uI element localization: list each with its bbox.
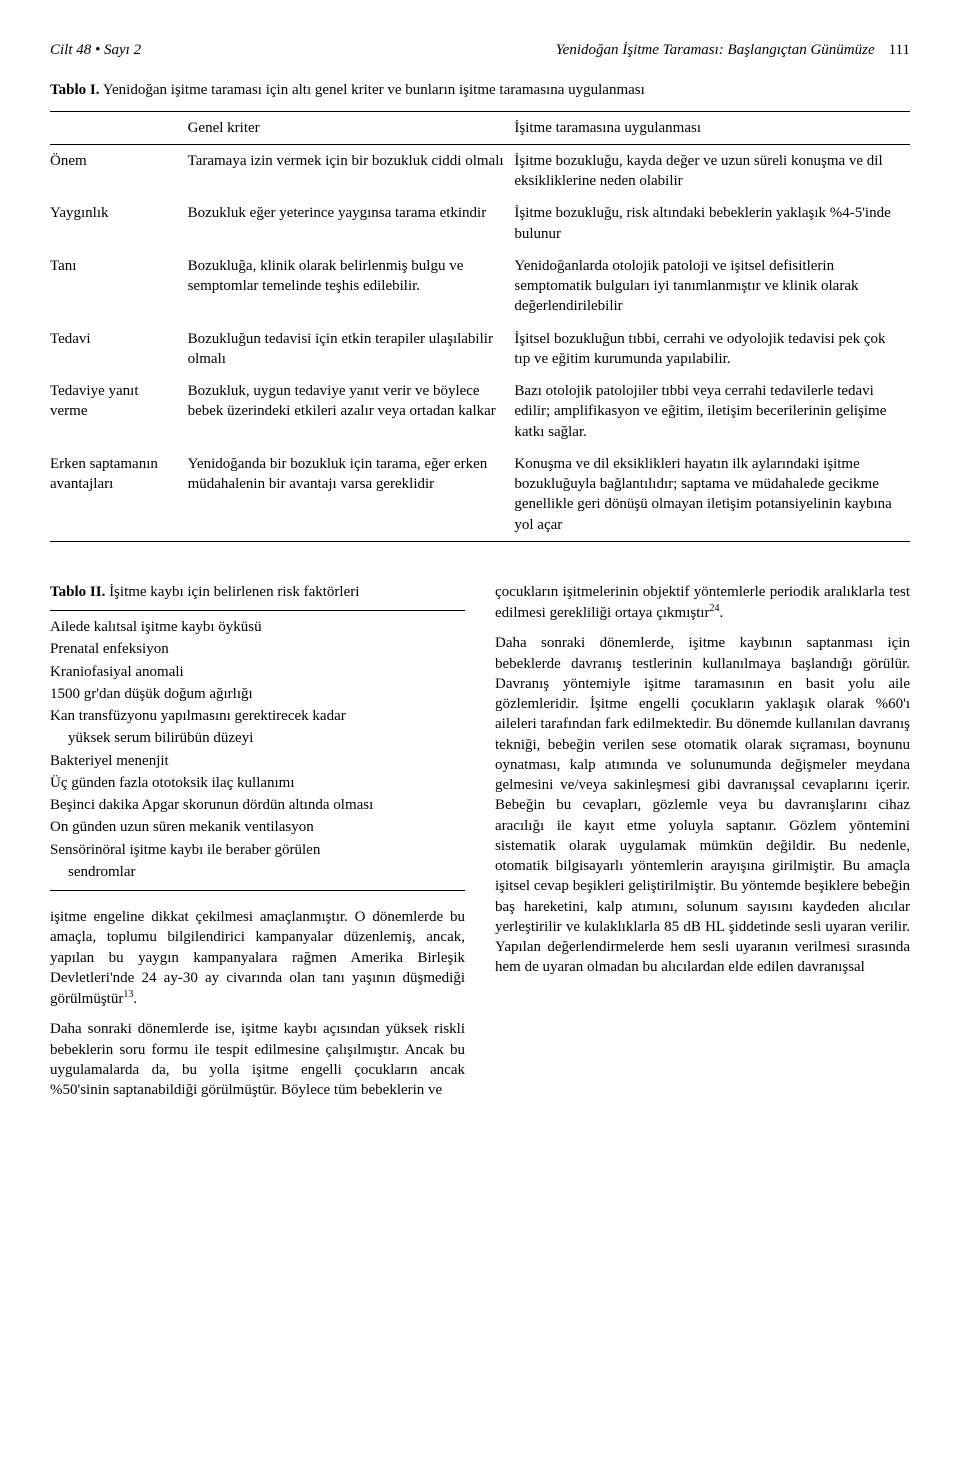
ref-24: 24 xyxy=(710,603,720,614)
table-cell: Tedaviye yanıt verme xyxy=(50,375,188,448)
table-cell: Bozukluk, uygun tedaviye yanıt verir ve … xyxy=(188,375,515,448)
list-item: yüksek serum bilirübün düzeyi xyxy=(50,728,465,748)
table-cell: Erken saptamanın avantajları xyxy=(50,448,188,542)
left-para-1: işitme engeline dikkat çekilmesi amaçlan… xyxy=(50,907,465,1009)
ref-13: 13 xyxy=(123,989,133,1000)
left-para-2: Daha sonraki dönemlerde ise, işitme kayb… xyxy=(50,1019,465,1100)
list-item: Kraniofasiyal anomali xyxy=(50,662,465,682)
table1-label: Tablo I. xyxy=(50,82,99,98)
page-number: 111 xyxy=(889,40,910,60)
list-item: Sensörinöral işitme kaybı ile beraber gö… xyxy=(50,840,465,860)
table-cell: İşitme bozukluğu, kayda değer ve uzun sü… xyxy=(514,144,910,197)
list-item: Kan transfüzyonu yapılmasını gerektirece… xyxy=(50,706,465,726)
table-cell: Bozukluk eğer yeterince yaygınsa tarama … xyxy=(188,197,515,250)
table1-head-col2: İşitme taramasına uygulanması xyxy=(514,111,910,144)
list-item: Üç günden fazla ototoksik ilaç kullanımı xyxy=(50,773,465,793)
table-cell: Bazı otolojik patolojiler tıbbi veya cer… xyxy=(514,375,910,448)
right-para-1: çocukların işitmelerinin objektif yöntem… xyxy=(495,582,910,624)
header-title: Yenidoğan İşitme Taraması: Başlangıçtan … xyxy=(556,40,875,60)
table-cell: Yenidoğanlarda otolojik patoloji ve işit… xyxy=(514,250,910,323)
right-para-2: Daha sonraki dönemlerde, işitme kaybının… xyxy=(495,633,910,977)
table-cell: Önem xyxy=(50,144,188,197)
list-item: On günden uzun süren mekanik ventilasyon xyxy=(50,817,465,837)
table1-head-empty xyxy=(50,111,188,144)
table-cell: Taramaya izin vermek için bir bozukluk c… xyxy=(188,144,515,197)
header-left: Cilt 48 • Sayı 2 xyxy=(50,40,141,60)
list-item: Prenatal enfeksiyon xyxy=(50,639,465,659)
table2-box: Ailede kalıtsal işitme kaybı öyküsüPrena… xyxy=(50,610,465,891)
list-item: sendromlar xyxy=(50,862,465,882)
table2-caption: Tablo II. İşitme kaybı için belirlenen r… xyxy=(50,582,465,602)
table2-caption-text: İşitme kaybı için belirlenen risk faktör… xyxy=(109,584,359,600)
table-cell: Bozukluğun tedavisi için etkin terapiler… xyxy=(188,323,515,376)
table-cell: Yaygınlık xyxy=(50,197,188,250)
table2-label: Tablo II. xyxy=(50,584,105,600)
table-row: ÖnemTaramaya izin vermek için bir bozukl… xyxy=(50,144,910,197)
table1-caption: Tablo I. Yenidoğan işitme taraması için … xyxy=(50,80,910,100)
table-row: TedaviBozukluğun tedavisi için etkin ter… xyxy=(50,323,910,376)
table-row: Tedaviye yanıt vermeBozukluk, uygun teda… xyxy=(50,375,910,448)
table-cell: İşitsel bozukluğun tıbbi, cerrahi ve ody… xyxy=(514,323,910,376)
table-cell: Bozukluğa, klinik olarak belirlenmiş bul… xyxy=(188,250,515,323)
list-item: Ailede kalıtsal işitme kaybı öyküsü xyxy=(50,617,465,637)
table-row: YaygınlıkBozukluk eğer yeterince yaygıns… xyxy=(50,197,910,250)
table-row: Erken saptamanın avantajlarıYenidoğanda … xyxy=(50,448,910,542)
table-row: TanıBozukluğa, klinik olarak belirlenmiş… xyxy=(50,250,910,323)
left-column: Tablo II. İşitme kaybı için belirlenen r… xyxy=(50,582,465,1111)
table-cell: Tanı xyxy=(50,250,188,323)
table1-head-col1: Genel kriter xyxy=(188,111,515,144)
table1: Genel kriter İşitme taramasına uygulanma… xyxy=(50,111,910,542)
table1-caption-text: Yenidoğan işitme taraması için altı gene… xyxy=(103,82,645,98)
table-cell: İşitme bozukluğu, risk altındaki bebekle… xyxy=(514,197,910,250)
table-cell: Tedavi xyxy=(50,323,188,376)
list-item: Bakteriyel menenjit xyxy=(50,751,465,771)
page-header: Cilt 48 • Sayı 2 Yenidoğan İşitme Tarama… xyxy=(50,40,910,60)
list-item: Beşinci dakika Apgar skorunun dördün alt… xyxy=(50,795,465,815)
table-cell: Yenidoğanda bir bozukluk için tarama, eğ… xyxy=(188,448,515,542)
table-cell: Konuşma ve dil eksiklikleri hayatın ilk … xyxy=(514,448,910,542)
right-column: çocukların işitmelerinin objektif yöntem… xyxy=(495,582,910,1111)
list-item: 1500 gr'dan düşük doğum ağırlığı xyxy=(50,684,465,704)
